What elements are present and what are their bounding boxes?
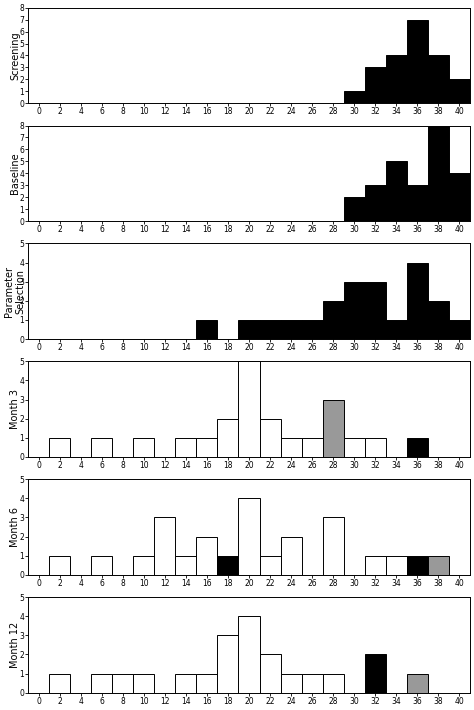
Bar bbox=[260, 655, 281, 693]
Bar bbox=[49, 438, 70, 457]
Bar bbox=[449, 320, 470, 339]
Bar bbox=[386, 556, 407, 575]
Bar bbox=[407, 438, 428, 457]
Bar bbox=[155, 518, 175, 575]
Bar bbox=[281, 537, 301, 575]
Bar bbox=[449, 80, 470, 104]
Bar bbox=[365, 185, 386, 222]
Bar bbox=[386, 161, 407, 222]
Bar bbox=[323, 301, 344, 339]
Bar bbox=[196, 438, 218, 457]
Y-axis label: Month 3: Month 3 bbox=[10, 389, 20, 429]
Y-axis label: Screening: Screening bbox=[10, 31, 20, 80]
Bar bbox=[344, 282, 365, 339]
Bar bbox=[49, 556, 70, 575]
Bar bbox=[407, 185, 428, 222]
Bar bbox=[281, 674, 301, 693]
Bar bbox=[449, 173, 470, 222]
Bar bbox=[260, 320, 281, 339]
Y-axis label: Parameter
Selection: Parameter Selection bbox=[4, 266, 26, 317]
Bar bbox=[365, 438, 386, 457]
Bar bbox=[407, 263, 428, 339]
Bar bbox=[344, 92, 365, 104]
Bar bbox=[218, 556, 238, 575]
Bar bbox=[133, 674, 155, 693]
Bar bbox=[301, 320, 323, 339]
Bar bbox=[323, 674, 344, 693]
Bar bbox=[365, 556, 386, 575]
Bar bbox=[386, 55, 407, 104]
Bar bbox=[218, 635, 238, 693]
Bar bbox=[260, 556, 281, 575]
Bar bbox=[238, 498, 260, 575]
Bar bbox=[407, 556, 428, 575]
Bar bbox=[323, 518, 344, 575]
Bar bbox=[365, 282, 386, 339]
Bar bbox=[91, 556, 112, 575]
Bar bbox=[301, 438, 323, 457]
Bar bbox=[428, 556, 449, 575]
Y-axis label: Month 12: Month 12 bbox=[10, 622, 20, 668]
Bar bbox=[323, 400, 344, 457]
Bar bbox=[196, 537, 218, 575]
Bar bbox=[196, 674, 218, 693]
Bar bbox=[91, 438, 112, 457]
Bar bbox=[301, 674, 323, 693]
Bar bbox=[344, 197, 365, 222]
Bar bbox=[49, 674, 70, 693]
Y-axis label: Month 6: Month 6 bbox=[10, 507, 20, 547]
Bar bbox=[428, 55, 449, 104]
Bar bbox=[386, 320, 407, 339]
Bar bbox=[218, 419, 238, 457]
Bar bbox=[428, 301, 449, 339]
Bar bbox=[281, 438, 301, 457]
Bar bbox=[344, 438, 365, 457]
Bar bbox=[133, 556, 155, 575]
Bar bbox=[91, 674, 112, 693]
Bar bbox=[238, 616, 260, 693]
Bar bbox=[238, 361, 260, 457]
Bar bbox=[112, 674, 133, 693]
Bar bbox=[260, 419, 281, 457]
Bar bbox=[175, 556, 196, 575]
Bar bbox=[175, 674, 196, 693]
Y-axis label: Baseline: Baseline bbox=[10, 153, 20, 194]
Bar bbox=[365, 67, 386, 104]
Bar bbox=[428, 126, 449, 222]
Bar bbox=[407, 20, 428, 104]
Bar bbox=[196, 320, 218, 339]
Bar bbox=[238, 320, 260, 339]
Bar bbox=[365, 655, 386, 693]
Bar bbox=[175, 438, 196, 457]
Bar bbox=[281, 320, 301, 339]
Bar bbox=[133, 438, 155, 457]
Bar bbox=[407, 674, 428, 693]
